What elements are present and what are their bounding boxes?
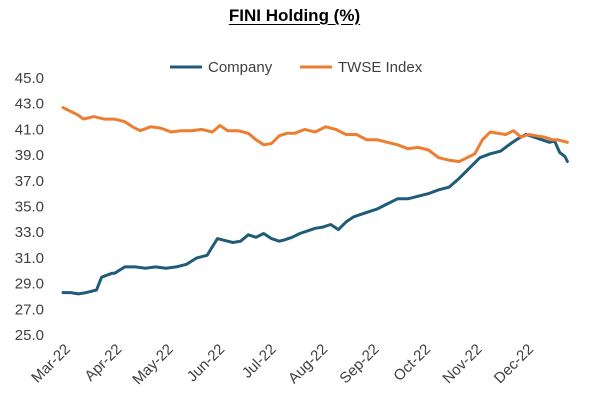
x-tick-label: Jun-22 (184, 341, 228, 385)
x-tick-label: Dec-22 (491, 341, 537, 387)
legend: Company TWSE Index (170, 59, 423, 76)
x-tick-label: Aug-22 (285, 341, 331, 387)
x-tick-label: May-22 (129, 341, 176, 388)
x-tick-label: Oct-22 (390, 341, 434, 385)
y-tick-label: 37.0 (15, 173, 44, 190)
y-tick-label: 29.0 (15, 276, 44, 293)
x-tick-label: Jul-22 (239, 341, 280, 382)
legend-label: TWSE Index (338, 59, 423, 76)
y-tick-label: 27.0 (15, 301, 44, 318)
y-tick-label: 45.0 (15, 70, 44, 87)
series-line-company (61, 133, 569, 296)
x-tick-label: Apr-22 (81, 341, 125, 385)
y-tick-label: 31.0 (15, 250, 44, 267)
chart-title: FINI Holding (%) (228, 6, 361, 25)
y-tick-label: 33.0 (15, 224, 44, 241)
y-tick-label: 35.0 (15, 199, 44, 216)
legend-label: Company (208, 59, 273, 76)
x-tick-label: Nov-22 (439, 341, 485, 387)
x-tick-label: Mar-22 (28, 341, 74, 387)
y-tick-label: 41.0 (15, 121, 44, 138)
y-tick-label: 39.0 (15, 147, 44, 164)
x-tick-label: Sep-22 (336, 341, 382, 387)
y-tick-label: 43.0 (15, 96, 44, 113)
x-axis-ticks: Mar-22 Apr-22 May-22 Jun-22 Jul-22 Aug-22 Sep-… (28, 341, 537, 388)
series-line-twse-index (61, 106, 569, 163)
y-axis-ticks: 25.0 27.0 29.0 31.0 33.0 35.0 37.0 39.0 41.0 43.0… (15, 70, 44, 344)
y-tick-label: 25.0 (15, 327, 44, 344)
series-group (61, 106, 569, 296)
